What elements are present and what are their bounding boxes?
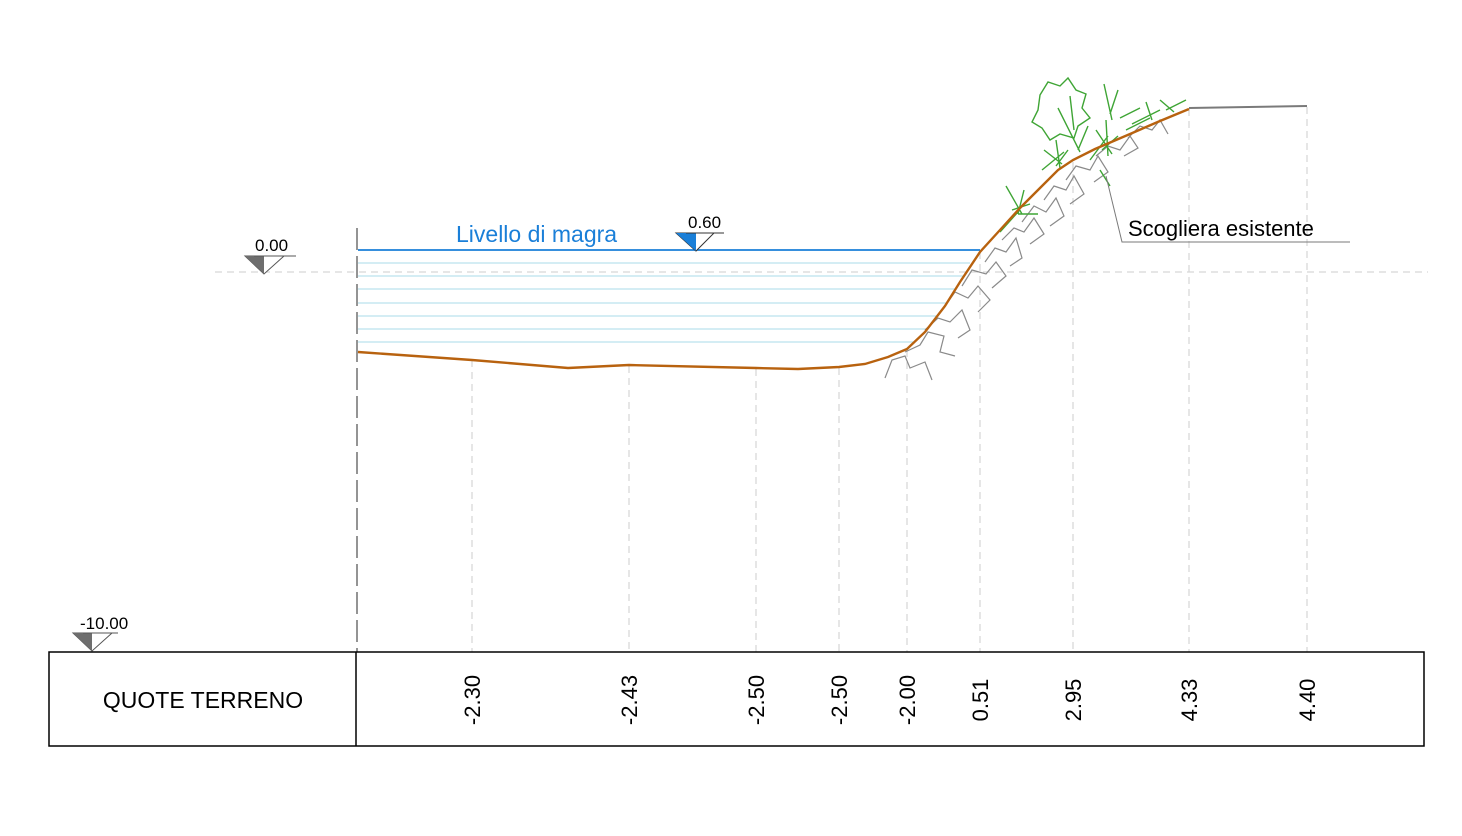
rock-shape xyxy=(1065,154,1109,183)
rock-shape xyxy=(924,308,971,339)
elevation-value: -2.50 xyxy=(744,675,769,725)
elevation-value: 0.51 xyxy=(968,679,993,722)
shrub xyxy=(1089,119,1119,187)
rock-shape xyxy=(984,236,1023,267)
shrub xyxy=(999,185,1038,233)
rock-shape xyxy=(961,261,1007,289)
rock-shape xyxy=(884,355,933,381)
scogliera-leader-line xyxy=(1105,175,1350,243)
scogliera-label: Scogliera esistente xyxy=(1128,216,1314,241)
level-triangle-fill xyxy=(245,256,264,274)
rock-shape xyxy=(1001,216,1045,245)
elevation-value: 4.40 xyxy=(1295,679,1320,722)
water-fill-lines xyxy=(358,262,970,343)
table-row-title: QUOTE TERRENO xyxy=(103,687,303,713)
elevation-value: 2.95 xyxy=(1061,679,1086,722)
rock-shape xyxy=(1127,118,1169,139)
level-marker-base: -10.00 xyxy=(71,614,128,652)
rock-shape xyxy=(1021,196,1065,227)
level-magra-value: 0.60 xyxy=(688,213,721,232)
level-zero-label: 0.00 xyxy=(255,236,288,255)
rock-shape xyxy=(1095,134,1139,157)
rock-shape xyxy=(1043,174,1085,205)
shrub xyxy=(1103,83,1151,131)
elevation-value: 4.33 xyxy=(1177,679,1202,722)
elevation-value: -2.50 xyxy=(827,675,852,725)
vegetation xyxy=(999,76,1187,233)
tree-crown xyxy=(1031,76,1092,141)
elevation-value: -2.30 xyxy=(460,675,485,725)
elevation-values: -2.30 -2.43 -2.50 -2.50 -2.00 0.51 2.95 … xyxy=(460,675,1320,725)
terrain-profile xyxy=(357,107,1190,371)
water-level-triangle-fill xyxy=(676,233,696,251)
rock-riprap xyxy=(884,118,1169,381)
level-base-label: -10.00 xyxy=(80,614,128,633)
elevation-value: -2.00 xyxy=(895,675,920,725)
base-level-triangle-fill xyxy=(73,633,92,651)
elevation-table: QUOTE TERRENO -2.30 -2.43 -2.50 -2.50 -2… xyxy=(48,651,1425,747)
level-marker-magra: 0.60 xyxy=(674,213,724,252)
rock-shape xyxy=(904,331,956,357)
rock-shape xyxy=(944,285,991,313)
shrub xyxy=(1131,99,1187,125)
level-marker-zero: 0.00 xyxy=(243,236,296,275)
table-border xyxy=(48,651,1425,747)
elevation-value: -2.43 xyxy=(617,675,642,725)
livello-magra-label: Livello di magra xyxy=(456,221,617,247)
vertical-guide-lines xyxy=(471,107,1308,652)
shrub xyxy=(1041,139,1069,171)
top-bank-line xyxy=(1188,105,1308,109)
shrub xyxy=(1057,95,1089,153)
